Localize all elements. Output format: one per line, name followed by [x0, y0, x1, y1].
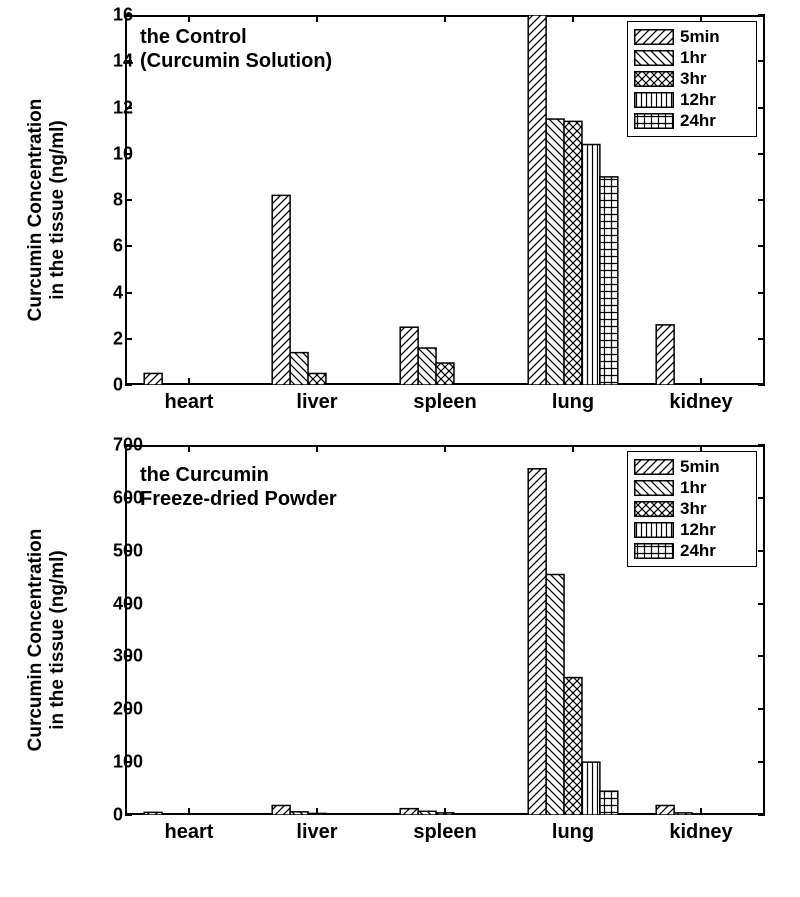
legend-label: 24hr: [680, 541, 716, 561]
bar: [162, 814, 180, 815]
bar: [674, 813, 692, 815]
legend-label: 3hr: [680, 499, 706, 519]
bar: [582, 762, 600, 815]
legend-item: 12hr: [634, 520, 750, 540]
legend: 5min1hr3hr12hr24hr: [627, 451, 757, 567]
bar: [564, 678, 582, 815]
legend-swatch: [634, 522, 674, 538]
x-tick-label: heart: [165, 821, 214, 844]
bar: [272, 805, 290, 815]
x-tick-label: lung: [552, 821, 594, 844]
legend-swatch: [634, 459, 674, 475]
bar: [400, 809, 418, 815]
x-tick-label: kidney: [669, 821, 732, 844]
bar: [290, 812, 308, 815]
legend-label: 12hr: [680, 520, 716, 540]
legend-swatch: [634, 480, 674, 496]
bar: [656, 805, 674, 815]
legend-item: 5min: [634, 457, 750, 477]
legend-label: 1hr: [680, 478, 706, 498]
legend-swatch: [634, 543, 674, 559]
y-axis-label: Curcumin Concentration in the tissue (ng…: [25, 455, 69, 825]
bar: [308, 813, 326, 815]
figure: Curcumin Concentration in the tissue (ng…: [0, 0, 800, 897]
bar: [546, 575, 564, 816]
bar: [418, 811, 436, 815]
bar: [436, 813, 454, 815]
legend-item: 24hr: [634, 541, 750, 561]
x-tick-label: spleen: [413, 821, 476, 844]
bar: [528, 469, 546, 815]
x-tick-label: liver: [296, 821, 337, 844]
legend-item: 1hr: [634, 478, 750, 498]
panel-powder: Curcumin Concentration in the tissue (ng…: [0, 0, 800, 897]
legend-item: 3hr: [634, 499, 750, 519]
legend-swatch: [634, 501, 674, 517]
legend-label: 5min: [680, 457, 720, 477]
bar: [144, 812, 162, 815]
panel-title: the Curcumin Freeze-dried Powder: [140, 463, 337, 511]
bar: [600, 791, 618, 815]
